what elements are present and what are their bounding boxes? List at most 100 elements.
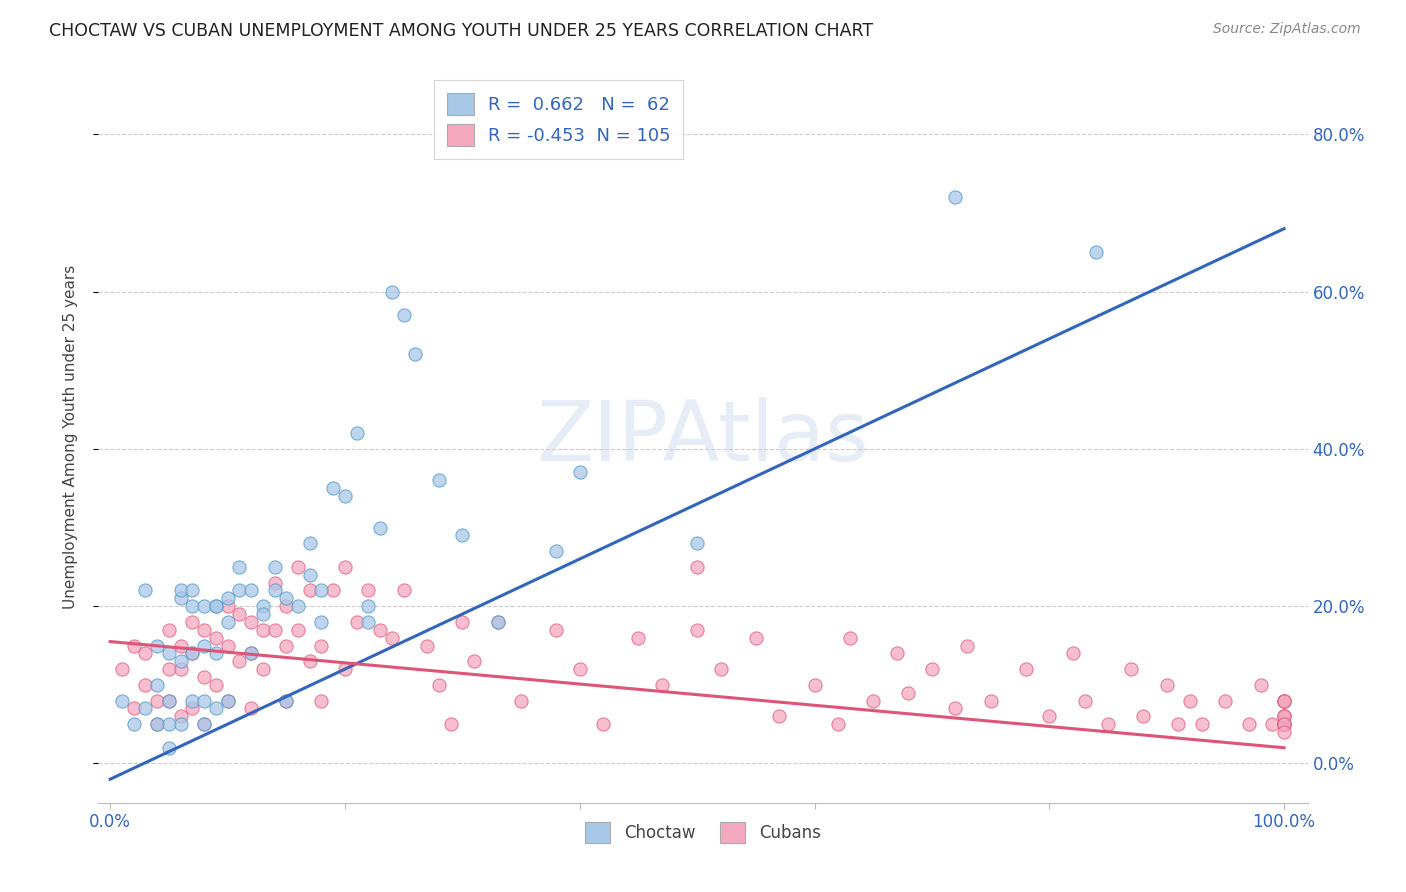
Point xyxy=(710,662,733,676)
Text: CHOCTAW VS CUBAN UNEMPLOYMENT AMONG YOUTH UNDER 25 YEARS CORRELATION CHART: CHOCTAW VS CUBAN UNEMPLOYMENT AMONG YOUT… xyxy=(49,22,873,40)
Point xyxy=(228,559,250,574)
Point xyxy=(193,639,215,653)
Point xyxy=(510,693,533,707)
Point xyxy=(463,654,485,668)
Point xyxy=(745,631,768,645)
Point xyxy=(311,693,333,707)
Point xyxy=(193,717,215,731)
Point xyxy=(217,693,239,707)
Point xyxy=(157,662,180,676)
Point xyxy=(897,686,920,700)
Point xyxy=(169,709,191,723)
Point xyxy=(181,646,204,660)
Point xyxy=(311,583,333,598)
Point xyxy=(169,717,191,731)
Point xyxy=(416,639,439,653)
Point xyxy=(1272,709,1295,723)
Point xyxy=(157,623,180,637)
Point xyxy=(276,693,298,707)
Point xyxy=(392,308,415,322)
Point xyxy=(169,591,191,606)
Point xyxy=(1272,709,1295,723)
Point xyxy=(122,639,145,653)
Point xyxy=(134,701,156,715)
Point xyxy=(862,693,884,707)
Point xyxy=(134,646,156,660)
Point xyxy=(276,591,298,606)
Point xyxy=(322,583,344,598)
Point xyxy=(181,599,204,614)
Point xyxy=(1272,709,1295,723)
Point xyxy=(276,639,298,653)
Point xyxy=(803,678,825,692)
Point xyxy=(111,662,134,676)
Point xyxy=(1272,717,1295,731)
Point xyxy=(1121,662,1143,676)
Point xyxy=(1062,646,1084,660)
Point xyxy=(1015,662,1038,676)
Point xyxy=(838,631,860,645)
Point xyxy=(1272,717,1295,731)
Point xyxy=(486,615,509,629)
Point xyxy=(204,631,226,645)
Point xyxy=(1250,678,1272,692)
Point xyxy=(451,528,474,542)
Point xyxy=(1272,693,1295,707)
Point xyxy=(346,615,368,629)
Point xyxy=(322,481,344,495)
Point xyxy=(368,623,391,637)
Point xyxy=(263,623,285,637)
Point xyxy=(1272,693,1295,707)
Point xyxy=(252,607,274,621)
Point xyxy=(157,717,180,731)
Point xyxy=(1272,693,1295,707)
Point xyxy=(217,615,239,629)
Point xyxy=(181,646,204,660)
Point xyxy=(1237,717,1260,731)
Point xyxy=(146,693,169,707)
Point xyxy=(298,583,321,598)
Point xyxy=(157,740,180,755)
Point xyxy=(204,599,226,614)
Point xyxy=(193,623,215,637)
Point xyxy=(263,559,285,574)
Point xyxy=(945,701,967,715)
Point xyxy=(427,473,450,487)
Point xyxy=(427,678,450,692)
Point xyxy=(686,559,709,574)
Point xyxy=(1191,717,1213,731)
Point xyxy=(956,639,979,653)
Point xyxy=(263,575,285,590)
Point xyxy=(357,615,380,629)
Point xyxy=(333,489,356,503)
Point xyxy=(381,285,404,299)
Point xyxy=(146,639,169,653)
Point xyxy=(287,623,309,637)
Point xyxy=(134,583,156,598)
Point xyxy=(546,623,568,637)
Point xyxy=(486,615,509,629)
Point xyxy=(111,693,134,707)
Point xyxy=(252,662,274,676)
Point xyxy=(298,567,321,582)
Point xyxy=(381,631,404,645)
Point xyxy=(240,646,263,660)
Point xyxy=(181,693,204,707)
Point xyxy=(1272,717,1295,731)
Point xyxy=(193,717,215,731)
Point xyxy=(204,678,226,692)
Point xyxy=(193,693,215,707)
Point xyxy=(311,615,333,629)
Point xyxy=(1272,717,1295,731)
Point xyxy=(193,670,215,684)
Point xyxy=(181,701,204,715)
Point xyxy=(768,709,790,723)
Point xyxy=(568,466,591,480)
Point xyxy=(217,639,239,653)
Point xyxy=(1038,709,1060,723)
Point xyxy=(1215,693,1237,707)
Point xyxy=(169,662,191,676)
Point xyxy=(157,646,180,660)
Point xyxy=(263,583,285,598)
Point xyxy=(228,607,250,621)
